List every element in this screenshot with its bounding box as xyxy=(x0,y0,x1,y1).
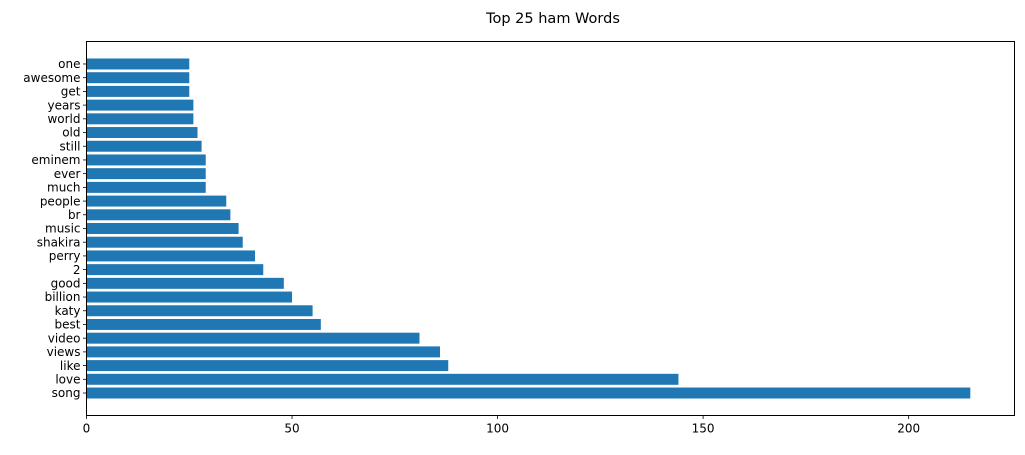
bar-ever xyxy=(86,168,206,180)
x-tick-label: 0 xyxy=(83,422,91,436)
y-tick-label: people xyxy=(40,194,81,208)
x-tick-label: 150 xyxy=(692,422,715,436)
y-tick-label: best xyxy=(55,318,81,332)
bar-still xyxy=(86,140,202,152)
y-tick-label: like xyxy=(60,359,81,373)
bar-old xyxy=(86,127,198,139)
bar-one xyxy=(86,58,190,70)
bar-music xyxy=(86,223,239,234)
y-tick-label: much xyxy=(47,181,81,195)
y-tick-label: still xyxy=(60,139,81,153)
x-tick-label: 200 xyxy=(897,422,920,436)
bar-billion xyxy=(86,291,293,303)
y-tick-label: eminem xyxy=(31,153,80,167)
chart-title: Top 25 ham Words xyxy=(485,11,620,27)
bar-world xyxy=(86,113,194,125)
y-tick-label: shakira xyxy=(37,235,81,249)
x-axis-ticks: 0 50 100 150 200 xyxy=(83,415,920,436)
bar-best xyxy=(86,318,321,330)
bar-song xyxy=(86,387,971,399)
x-tick-label: 50 xyxy=(284,422,299,436)
y-tick-label: song xyxy=(52,386,81,400)
y-tick-label: world xyxy=(47,112,80,126)
y-tick-label: old xyxy=(62,126,80,140)
y-tick-label: billion xyxy=(45,290,81,304)
bar-people xyxy=(86,195,227,207)
bar-eminem xyxy=(86,154,206,166)
y-tick-label: video xyxy=(48,331,81,345)
y-tick-label: 2 xyxy=(73,263,81,277)
bar-years xyxy=(86,99,194,111)
bar-much xyxy=(86,181,206,193)
y-tick-label: years xyxy=(47,98,80,112)
bar-perry xyxy=(86,250,256,262)
bar-2 xyxy=(86,264,264,276)
y-tick-label: ever xyxy=(54,167,81,181)
bar-awesome xyxy=(86,72,190,84)
bar-like xyxy=(86,360,449,372)
y-axis-ticks: songlovelikeviewsvideobestkatybilliongoo… xyxy=(23,57,87,400)
bar-br xyxy=(86,209,231,221)
y-tick-label: music xyxy=(45,222,80,236)
y-tick-label: get xyxy=(61,85,81,99)
bar-views xyxy=(86,346,441,358)
bar-video xyxy=(86,332,420,344)
bar-good xyxy=(86,277,284,289)
bar-love xyxy=(86,373,679,385)
y-tick-label: br xyxy=(68,208,81,222)
y-tick-label: awesome xyxy=(23,71,80,85)
x-tick-label: 100 xyxy=(486,422,509,436)
plot-frame xyxy=(86,41,1015,416)
y-tick-label: katy xyxy=(55,304,81,318)
bars-layer xyxy=(86,58,971,399)
bar-katy xyxy=(86,305,313,317)
bar-shakira xyxy=(86,236,243,248)
bar-get xyxy=(86,85,190,97)
y-tick-label: views xyxy=(47,345,81,359)
y-tick-label: perry xyxy=(49,249,81,263)
y-tick-label: good xyxy=(51,277,81,291)
y-tick-label: one xyxy=(58,57,80,71)
y-tick-label: love xyxy=(55,373,80,387)
